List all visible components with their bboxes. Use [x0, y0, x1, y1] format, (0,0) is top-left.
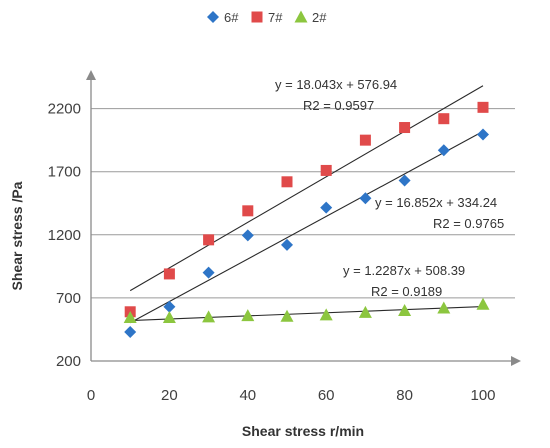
- data-point: [163, 300, 176, 313]
- data-point: [476, 297, 490, 310]
- trendline-equations: y = 16.852x + 334.24 R2 = 0.9765 y = 18.04…: [275, 77, 504, 299]
- legend-item: 7#: [251, 10, 283, 25]
- legend-label: 7#: [268, 10, 283, 25]
- data-point: [202, 310, 216, 323]
- data-point: [242, 205, 254, 217]
- data-point: [281, 176, 293, 188]
- data-point: [320, 164, 332, 176]
- y-tick-label: 1200: [48, 227, 81, 244]
- legend-item: 6#: [207, 10, 239, 25]
- data-points: [123, 101, 490, 338]
- y-tick-label: 200: [56, 353, 81, 370]
- data-point: [319, 308, 333, 321]
- data-point: [280, 309, 294, 322]
- data-point: [241, 309, 255, 322]
- data-point: [124, 325, 137, 338]
- x-axis-arrow-icon: [511, 356, 521, 366]
- trendline: [129, 85, 484, 292]
- data-point: [358, 305, 372, 318]
- axes: [86, 70, 521, 366]
- x-tick-label: 20: [161, 387, 178, 404]
- data-point: [162, 310, 176, 323]
- legend-label: 6#: [224, 10, 239, 25]
- trendline-equation: y = 18.043x + 576.94: [275, 77, 397, 92]
- data-point: [202, 266, 215, 279]
- data-point: [477, 128, 489, 141]
- r-squared-label: R2 = 0.9597: [303, 98, 374, 113]
- data-point: [437, 144, 450, 157]
- data-point: [359, 192, 372, 205]
- legend-marker: [294, 10, 308, 23]
- y-tick-label: 1700: [48, 164, 81, 181]
- legend-label: 2#: [312, 10, 327, 25]
- x-axis-title: Shear stress r/min: [242, 423, 364, 439]
- y-tick-label: 2200: [48, 101, 81, 118]
- x-tick-label: 40: [239, 387, 256, 404]
- legend-marker: [251, 11, 263, 23]
- legend-item: 2#: [294, 10, 327, 25]
- data-point: [398, 304, 412, 317]
- trendline-equation: y = 1.2287x + 508.39: [343, 263, 465, 278]
- x-tick-label: 0: [87, 387, 95, 404]
- legend-marker: [207, 11, 219, 23]
- y-tick-label: 700: [56, 290, 81, 307]
- trendlines: [129, 85, 484, 324]
- data-point: [203, 234, 215, 246]
- data-point: [281, 238, 293, 251]
- data-point: [398, 174, 411, 187]
- trendline: [129, 130, 484, 324]
- r-squared-label: R2 = 0.9189: [371, 284, 442, 299]
- x-tick-label: 60: [318, 387, 335, 404]
- data-point: [163, 268, 175, 280]
- x-tick-label: 100: [470, 387, 495, 404]
- data-point: [437, 301, 451, 314]
- data-point: [320, 201, 333, 214]
- legend: 6# 7# 2#: [207, 10, 327, 25]
- data-point: [241, 229, 254, 242]
- data-point: [477, 101, 489, 113]
- trendline: [130, 306, 484, 322]
- r-squared-label: R2 = 0.9765: [433, 216, 504, 231]
- data-point: [123, 310, 137, 323]
- y-axis-title: Shear stress /Pa: [9, 181, 25, 290]
- data-point: [399, 122, 411, 134]
- x-tick-label: 80: [396, 387, 413, 404]
- data-point: [359, 134, 371, 146]
- y-axis-arrow-icon: [86, 70, 96, 80]
- data-point: [438, 113, 450, 125]
- tick-labels: 200 700 1200 1700 2200 0 20 40 60 80 100: [48, 101, 496, 404]
- trendline-equation: y = 16.852x + 334.24: [375, 195, 497, 210]
